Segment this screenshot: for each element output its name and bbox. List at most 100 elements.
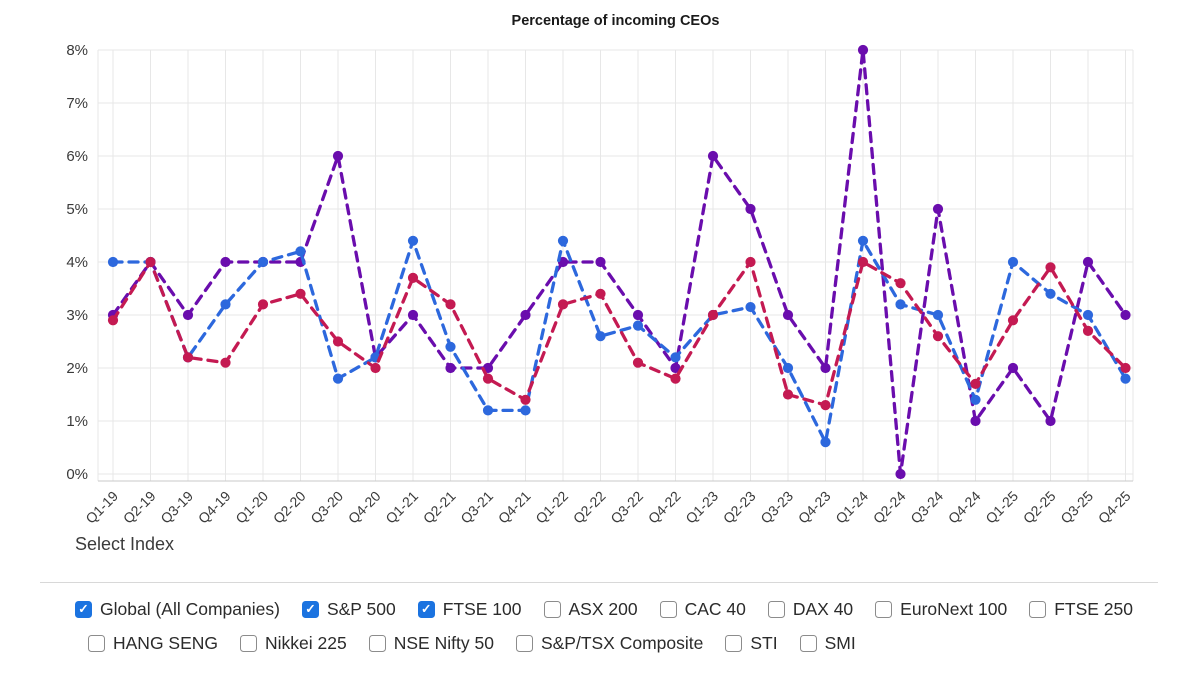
data-point[interactable] (782, 309, 794, 321)
data-point[interactable] (445, 362, 456, 374)
checkbox-unchecked[interactable] (543, 600, 561, 618)
data-point[interactable] (557, 235, 569, 246)
checkbox-unchecked[interactable] (515, 634, 533, 652)
data-point[interactable] (220, 299, 231, 310)
data-point[interactable] (857, 44, 869, 56)
checkbox-unchecked[interactable] (659, 600, 677, 618)
index-option-s-p-500[interactable]: ✓ S&P 500 (301, 596, 396, 622)
data-point[interactable] (370, 362, 381, 374)
index-option-s-p-tsx-composite[interactable]: S&P/TSX Composite (515, 630, 703, 656)
data-point[interactable] (820, 437, 831, 448)
data-point[interactable] (895, 299, 906, 310)
data-point[interactable] (595, 288, 606, 299)
data-point[interactable] (932, 309, 944, 321)
checkbox-unchecked[interactable] (88, 634, 105, 652)
index-option-global-all-companies-[interactable]: ✓ Global (All Companies) (75, 596, 280, 622)
data-point[interactable] (1082, 256, 1094, 268)
data-point[interactable] (332, 150, 344, 162)
checkbox-unchecked[interactable] (799, 634, 817, 652)
data-point[interactable] (970, 394, 981, 405)
data-point[interactable] (1007, 256, 1019, 268)
data-point[interactable] (520, 394, 531, 405)
data-point[interactable] (782, 362, 794, 374)
index-option-euronext-100[interactable]: EuroNext 100 (875, 596, 1007, 622)
data-point[interactable] (407, 272, 419, 283)
data-point[interactable] (182, 309, 194, 321)
checkbox-checked[interactable]: ✓ (301, 600, 319, 618)
index-option-hang-seng[interactable]: HANG SENG (88, 630, 218, 656)
data-point[interactable] (1045, 262, 1056, 273)
data-point[interactable] (1120, 309, 1131, 321)
index-option-sti[interactable]: STI (725, 630, 778, 656)
checkbox-unchecked[interactable] (368, 634, 386, 652)
checkbox-checked[interactable]: ✓ (417, 600, 435, 618)
data-point[interactable] (632, 320, 644, 331)
data-point[interactable] (707, 150, 719, 162)
data-point[interactable] (445, 299, 456, 310)
data-point[interactable] (820, 400, 831, 411)
data-point[interactable] (1082, 309, 1094, 321)
data-point[interactable] (632, 309, 644, 321)
data-point[interactable] (482, 373, 494, 384)
index-option-smi[interactable]: SMI (799, 630, 856, 656)
data-point[interactable] (295, 288, 306, 299)
data-point[interactable] (482, 405, 494, 416)
data-point[interactable] (1120, 373, 1131, 384)
data-point[interactable] (970, 415, 981, 427)
data-point[interactable] (932, 331, 944, 342)
checkbox-unchecked[interactable] (240, 634, 258, 652)
data-point[interactable] (182, 352, 194, 363)
data-point[interactable] (707, 309, 719, 321)
data-point[interactable] (857, 256, 869, 268)
data-point[interactable] (1082, 325, 1094, 336)
data-point[interactable] (332, 373, 344, 384)
index-option-nikkei-225[interactable]: Nikkei 225 (240, 630, 347, 656)
data-point[interactable] (407, 235, 419, 246)
data-point[interactable] (145, 256, 156, 268)
data-point[interactable] (107, 315, 119, 326)
index-option-asx-200[interactable]: ASX 200 (543, 596, 638, 622)
data-point[interactable] (932, 203, 944, 215)
data-point[interactable] (670, 373, 681, 384)
data-point[interactable] (257, 299, 269, 310)
data-point[interactable] (107, 256, 119, 268)
data-point[interactable] (295, 246, 306, 257)
data-point[interactable] (670, 352, 681, 363)
index-option-nse-nifty-50[interactable]: NSE Nifty 50 (368, 630, 494, 656)
data-point[interactable] (1045, 415, 1056, 427)
data-point[interactable] (895, 278, 906, 289)
data-point[interactable] (520, 309, 531, 321)
data-point[interactable] (1045, 288, 1056, 299)
checkbox-unchecked[interactable] (725, 634, 743, 652)
data-point[interactable] (857, 235, 869, 246)
data-point[interactable] (445, 341, 456, 352)
data-point[interactable] (595, 256, 606, 268)
data-point[interactable] (407, 309, 419, 321)
index-option-ftse-250[interactable]: FTSE 250 (1029, 596, 1133, 622)
data-point[interactable] (745, 203, 756, 215)
data-point[interactable] (782, 389, 794, 400)
checkbox-checked[interactable]: ✓ (75, 600, 92, 618)
data-point[interactable] (595, 331, 606, 342)
data-point[interactable] (745, 256, 756, 268)
data-point[interactable] (257, 256, 269, 268)
index-option-cac-40[interactable]: CAC 40 (659, 596, 746, 622)
data-point[interactable] (220, 256, 231, 268)
data-point[interactable] (1120, 362, 1131, 374)
index-option-ftse-100[interactable]: ✓ FTSE 100 (417, 596, 522, 622)
data-point[interactable] (1007, 315, 1019, 326)
data-point[interactable] (1007, 362, 1019, 374)
checkbox-unchecked[interactable] (767, 600, 785, 618)
data-point[interactable] (670, 362, 681, 374)
data-point[interactable] (820, 362, 831, 374)
checkbox-unchecked[interactable] (1029, 600, 1047, 618)
data-point[interactable] (332, 336, 344, 347)
data-point[interactable] (970, 378, 981, 389)
index-option-dax-40[interactable]: DAX 40 (767, 596, 853, 622)
checkbox-unchecked[interactable] (875, 600, 893, 618)
data-point[interactable] (520, 405, 531, 416)
data-point[interactable] (745, 301, 756, 313)
data-point[interactable] (895, 468, 906, 480)
data-point[interactable] (632, 357, 644, 368)
data-point[interactable] (557, 299, 569, 310)
